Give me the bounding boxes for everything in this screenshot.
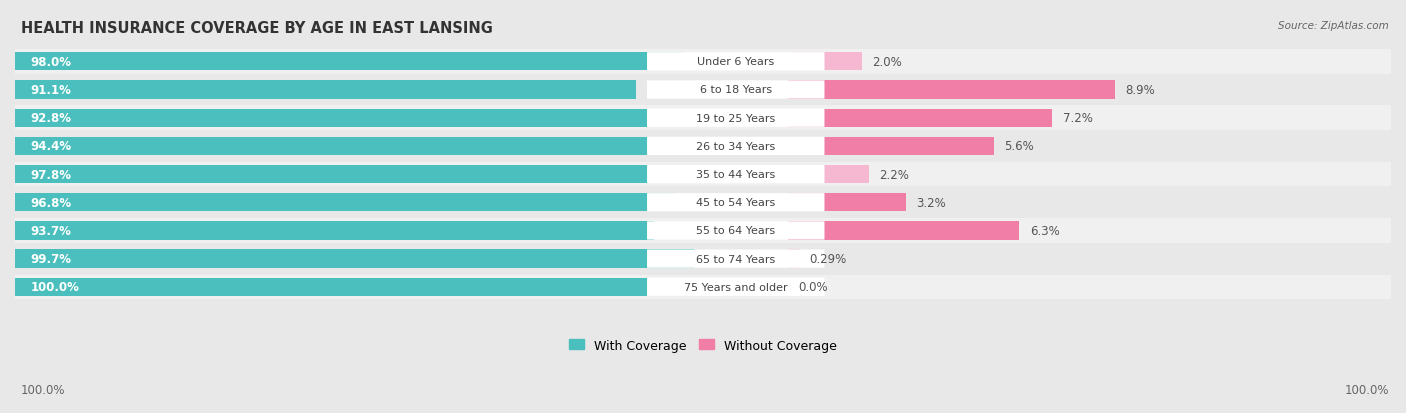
Text: 2.2%: 2.2%	[879, 168, 910, 181]
Bar	[789, 222, 1019, 240]
Bar	[15, 250, 695, 268]
FancyBboxPatch shape	[647, 109, 824, 128]
Text: 7.2%: 7.2%	[1063, 112, 1092, 125]
Bar	[15, 247, 1391, 271]
Text: 91.1%: 91.1%	[31, 84, 72, 97]
Bar	[789, 81, 1115, 100]
Bar	[15, 275, 1391, 299]
Text: 55 to 64 Years: 55 to 64 Years	[696, 226, 775, 236]
Text: 0.29%: 0.29%	[810, 252, 846, 266]
FancyBboxPatch shape	[647, 138, 824, 156]
Text: HEALTH INSURANCE COVERAGE BY AGE IN EAST LANSING: HEALTH INSURANCE COVERAGE BY AGE IN EAST…	[21, 21, 494, 36]
Text: 100.0%: 100.0%	[21, 384, 66, 396]
Bar	[15, 162, 1391, 187]
FancyBboxPatch shape	[647, 53, 824, 71]
Text: Under 6 Years: Under 6 Years	[697, 57, 775, 67]
Text: 99.7%: 99.7%	[31, 252, 72, 266]
Bar	[789, 138, 994, 156]
Bar	[15, 138, 658, 156]
Text: 26 to 34 Years: 26 to 34 Years	[696, 142, 775, 152]
Bar	[15, 166, 682, 184]
Bar	[15, 218, 1391, 243]
Text: 5.6%: 5.6%	[1004, 140, 1033, 153]
Text: 93.7%: 93.7%	[31, 224, 72, 237]
Bar	[15, 78, 1391, 102]
Bar	[789, 194, 905, 212]
Text: 92.8%: 92.8%	[31, 112, 72, 125]
Text: 8.9%: 8.9%	[1125, 84, 1154, 97]
Text: 97.8%: 97.8%	[31, 168, 72, 181]
Text: 94.4%: 94.4%	[31, 140, 72, 153]
Text: 2.0%: 2.0%	[872, 56, 901, 69]
Bar	[15, 190, 1391, 215]
Text: 35 to 44 Years: 35 to 44 Years	[696, 170, 775, 180]
Bar	[789, 166, 869, 184]
Text: 45 to 54 Years: 45 to 54 Years	[696, 198, 775, 208]
Legend: With Coverage, Without Coverage: With Coverage, Without Coverage	[564, 334, 842, 357]
Text: 6.3%: 6.3%	[1029, 224, 1060, 237]
Bar	[15, 278, 696, 296]
Text: 75 Years and older: 75 Years and older	[683, 282, 787, 292]
FancyBboxPatch shape	[647, 222, 824, 240]
FancyBboxPatch shape	[647, 166, 824, 184]
Text: 96.8%: 96.8%	[31, 196, 72, 209]
Bar	[15, 194, 675, 212]
Bar	[15, 222, 654, 240]
Bar	[15, 50, 1391, 74]
Bar	[15, 134, 1391, 159]
Bar	[15, 109, 647, 128]
FancyBboxPatch shape	[647, 250, 824, 268]
Bar	[789, 250, 799, 268]
Bar	[789, 109, 1052, 128]
Text: 100.0%: 100.0%	[31, 281, 80, 294]
FancyBboxPatch shape	[647, 81, 824, 100]
Bar	[15, 81, 636, 100]
FancyBboxPatch shape	[647, 194, 824, 212]
FancyBboxPatch shape	[647, 278, 824, 296]
Text: 3.2%: 3.2%	[917, 196, 946, 209]
Bar	[15, 106, 1391, 131]
Text: 100.0%: 100.0%	[1344, 384, 1389, 396]
Text: 6 to 18 Years: 6 to 18 Years	[700, 85, 772, 95]
Text: 98.0%: 98.0%	[31, 56, 72, 69]
Bar	[789, 53, 862, 71]
Text: 65 to 74 Years: 65 to 74 Years	[696, 254, 775, 264]
Bar	[15, 53, 683, 71]
Text: 19 to 25 Years: 19 to 25 Years	[696, 114, 775, 123]
Text: Source: ZipAtlas.com: Source: ZipAtlas.com	[1278, 21, 1389, 31]
Text: 0.0%: 0.0%	[799, 281, 828, 294]
